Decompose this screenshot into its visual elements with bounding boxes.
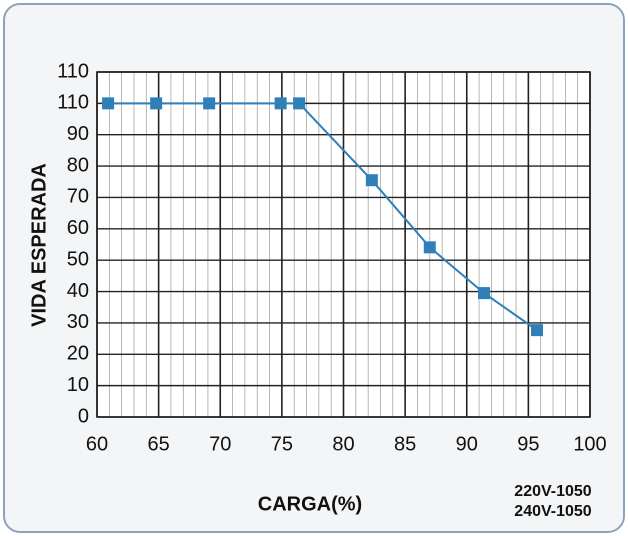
y-tick-label: 110 bbox=[57, 60, 89, 82]
marker bbox=[423, 241, 436, 254]
y-tick-label: 70 bbox=[67, 186, 89, 208]
x-tick-label: 95 bbox=[517, 433, 539, 455]
marker bbox=[531, 324, 544, 337]
x-tick-label: 60 bbox=[86, 433, 108, 455]
y-axis-label: VIDA ESPERADA bbox=[28, 163, 50, 327]
y-tick-label: 20 bbox=[67, 343, 89, 365]
y-tick-label: 30 bbox=[67, 311, 89, 333]
x-tick-label: 70 bbox=[209, 433, 231, 455]
marker bbox=[478, 287, 491, 300]
annotation: 240V-1050 bbox=[514, 503, 592, 520]
y-tick-label: 60 bbox=[67, 217, 89, 239]
x-tick-label: 80 bbox=[332, 433, 354, 455]
y-tick-label: 40 bbox=[67, 280, 89, 302]
x-tick-label: 85 bbox=[394, 433, 416, 455]
marker bbox=[150, 97, 163, 110]
marker bbox=[365, 174, 378, 187]
plot-border bbox=[96, 71, 591, 418]
marker bbox=[102, 97, 115, 110]
y-tick-label: 50 bbox=[67, 248, 89, 270]
y-tick-label: 10 bbox=[67, 374, 89, 396]
marker bbox=[293, 97, 306, 110]
x-tick-label: 65 bbox=[148, 433, 170, 455]
marker bbox=[274, 97, 287, 110]
x-tick-label: 100 bbox=[573, 433, 606, 455]
marker bbox=[203, 97, 216, 110]
x-tick-label: 90 bbox=[456, 433, 478, 455]
annotation: 220V-1050 bbox=[514, 483, 592, 500]
x-axis-label: CARGA(%) bbox=[258, 493, 362, 515]
y-tick-label: 90 bbox=[67, 123, 89, 145]
y-tick-label: 0 bbox=[78, 405, 89, 427]
x-tick-label: 75 bbox=[271, 433, 293, 455]
y-tick-label: 80 bbox=[67, 154, 89, 176]
y-tick-label: 110 bbox=[57, 92, 89, 114]
